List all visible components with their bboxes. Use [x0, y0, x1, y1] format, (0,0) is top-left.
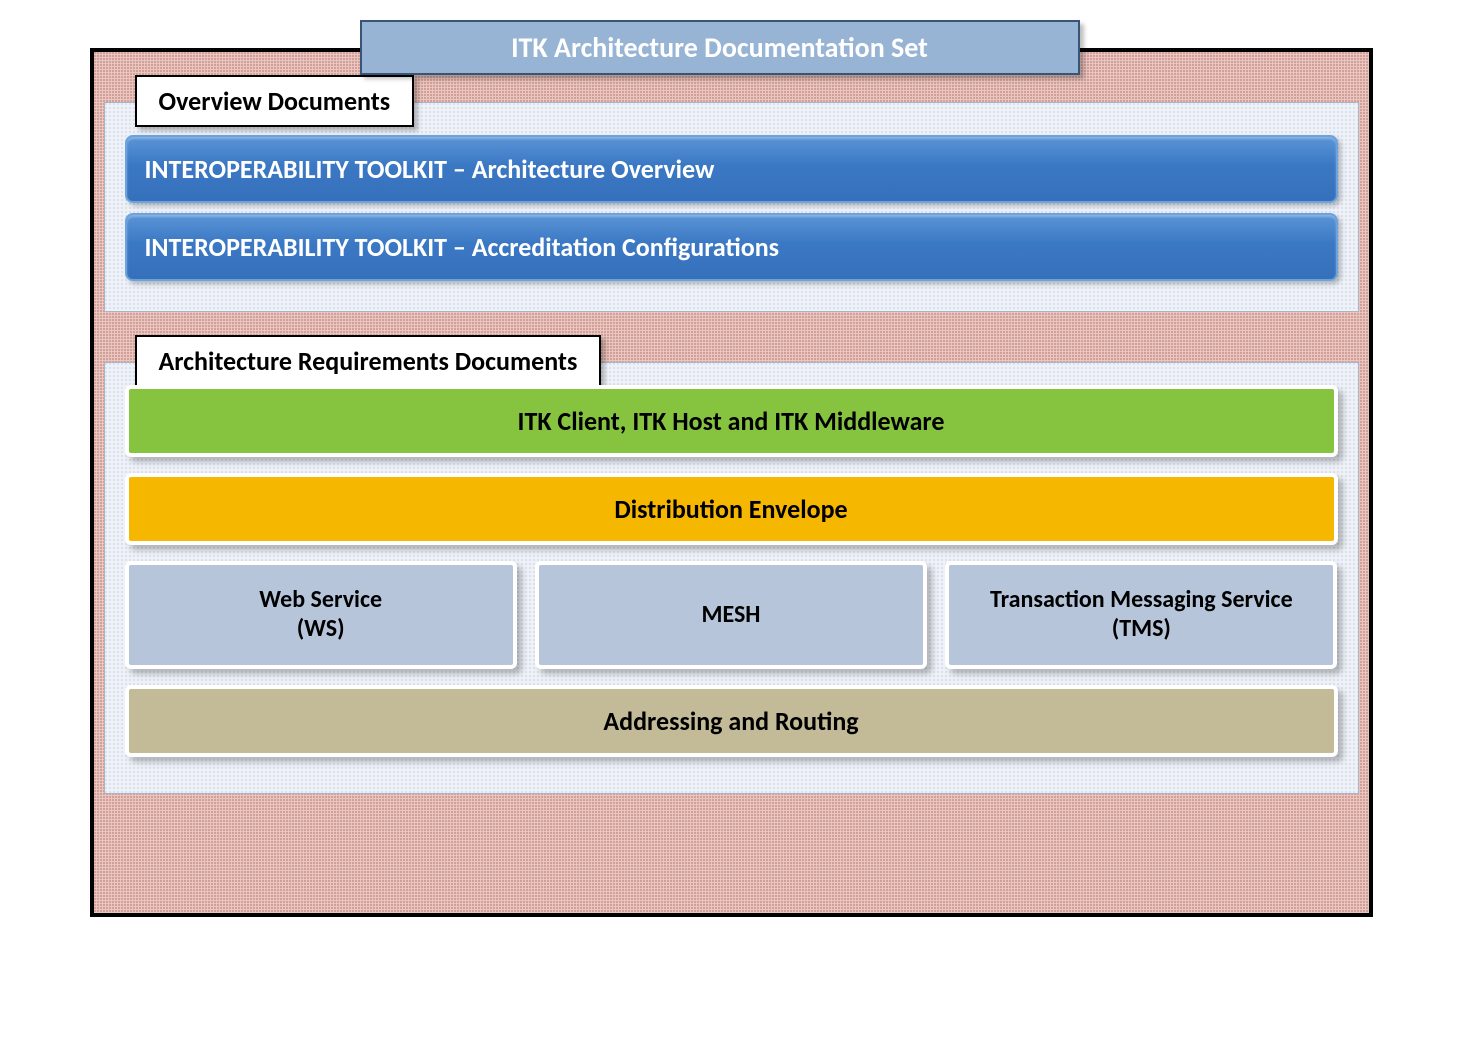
req-col-mesh: MESH [535, 561, 927, 669]
requirements-section: Architecture Requirements Documents ITK … [104, 362, 1359, 794]
overview-section: Overview Documents INTEROPERABILITY TOOL… [104, 102, 1359, 312]
req-row-addressing-routing: Addressing and Routing [125, 685, 1338, 757]
diagram-canvas: ITK Architecture Documentation Set Overv… [80, 20, 1383, 917]
overview-item-architecture-overview: INTEROPERABILITY TOOLKIT – Architecture … [125, 135, 1338, 203]
overview-section-label: Overview Documents [135, 75, 415, 127]
outer-frame: Overview Documents INTEROPERABILITY TOOL… [90, 48, 1373, 917]
req-row-client-host-middleware: ITK Client, ITK Host and ITK Middleware [125, 385, 1338, 457]
req-row-transports: Web Service (WS) MESH Transaction Messag… [125, 561, 1338, 669]
req-col-tms: Transaction Messaging Service (TMS) [945, 561, 1337, 669]
req-row-distribution-envelope: Distribution Envelope [125, 473, 1338, 545]
diagram-title: ITK Architecture Documentation Set [360, 20, 1080, 75]
overview-item-accreditation-configurations: INTEROPERABILITY TOOLKIT – Accreditation… [125, 213, 1338, 281]
req-col-web-service: Web Service (WS) [125, 561, 517, 669]
requirements-section-label: Architecture Requirements Documents [135, 335, 602, 387]
